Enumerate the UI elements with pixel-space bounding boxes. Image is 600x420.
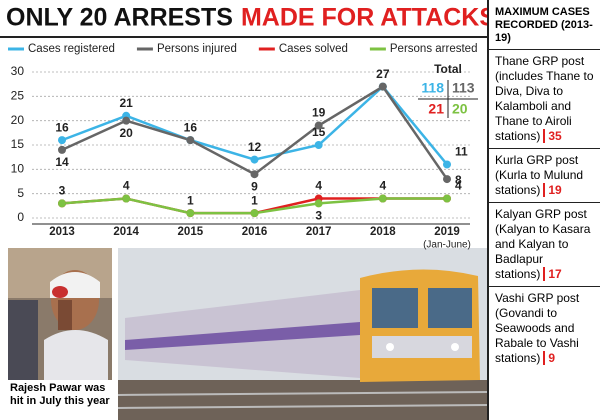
- total-value: 20: [452, 101, 468, 117]
- point: [58, 145, 66, 154]
- chart: ONLY 20 ARRESTS MADE FOR ATTACKS Cases r…: [0, 0, 487, 420]
- data-label: 16: [184, 120, 198, 134]
- data-label: 1: [187, 193, 194, 207]
- legend-label: Cases registered: [28, 43, 115, 55]
- data-label: 20: [119, 126, 133, 140]
- y-tick-label: 15: [11, 137, 25, 151]
- item-count: 17: [543, 267, 562, 281]
- totals-title: Total: [434, 62, 462, 76]
- data-label: 4: [123, 179, 130, 193]
- sidebar-item: Thane GRP post (includes Thane to Diva, …: [489, 50, 600, 149]
- sidebar-item: Kalyan GRP post (Kalyan to Kasara and Ka…: [489, 203, 600, 287]
- x-tick-label: 2015: [178, 226, 204, 238]
- point: [314, 199, 323, 208]
- data-label: 8: [455, 173, 462, 187]
- point: [58, 199, 66, 208]
- data-label: 4: [379, 179, 386, 193]
- point: [122, 194, 131, 203]
- data-label: 4: [315, 179, 322, 193]
- x-tick-label: 2019: [434, 226, 460, 238]
- point: [122, 116, 131, 125]
- x-tick-label: 2016: [242, 226, 268, 238]
- data-label: 3: [315, 209, 322, 223]
- y-tick-label: 5: [17, 186, 24, 200]
- title-band: [0, 0, 487, 36]
- point: [250, 155, 259, 164]
- point: [58, 136, 66, 145]
- item-count: 9: [543, 351, 556, 365]
- photo-caption: Rajesh Pawar was hit in July this year: [10, 382, 110, 407]
- train-photo: [117, 248, 487, 420]
- point: [186, 209, 195, 218]
- data-label: 1: [251, 193, 258, 207]
- y-tick-label: 25: [11, 89, 25, 103]
- item-count: 35: [543, 129, 562, 143]
- data-label: 12: [248, 140, 262, 154]
- data-label: 27: [376, 67, 390, 81]
- x-tick-label: 2017: [306, 226, 332, 238]
- x-tick-label: 2013: [49, 226, 75, 238]
- point: [378, 82, 387, 91]
- data-label: 14: [55, 155, 69, 169]
- data-label: 16: [55, 120, 69, 134]
- title-part: ONLY 20 ARRESTS: [6, 4, 233, 32]
- point: [443, 175, 451, 184]
- x-tick-label: 2014: [113, 226, 139, 238]
- x-tick-label: 2018: [370, 226, 396, 238]
- total-value: 21: [428, 101, 444, 117]
- data-label: 21: [119, 96, 133, 110]
- item-count: 19: [543, 183, 562, 197]
- item-text: Kalyan GRP post (Kalyan to Kasara and Ka…: [495, 207, 591, 281]
- y-tick-label: 30: [11, 64, 25, 78]
- item-text: Thane GRP post (includes Thane to Diva, …: [495, 54, 594, 143]
- sidebar-item: Vashi GRP post (Govandi to Seawoods and …: [489, 287, 600, 370]
- y-tick-label: 20: [11, 113, 25, 127]
- y-tick-label: 10: [11, 162, 25, 176]
- sidebar-items: Thane GRP post (includes Thane to Diva, …: [489, 50, 600, 370]
- y-tick-label: 0: [17, 210, 24, 224]
- data-label: 4: [455, 179, 462, 193]
- data-label: 11: [455, 145, 468, 159]
- sidebar-heading: MAXIMUM CASES RECORDED (2013-19): [489, 0, 600, 50]
- point: [314, 141, 323, 149]
- sidebar-item: Kurla GRP post (Kurla to Mulund stations…: [489, 149, 600, 203]
- photo: [8, 248, 112, 380]
- x-note: (Jan-June): [423, 240, 471, 251]
- legend-label: Persons injured: [157, 43, 237, 55]
- point: [443, 160, 451, 169]
- data-label: 15: [312, 125, 326, 139]
- point: [378, 194, 387, 203]
- data-label: 9: [251, 179, 258, 193]
- total-value: 113: [452, 80, 475, 96]
- item-text: Vashi GRP post (Govandi to Seawoods and …: [495, 291, 580, 365]
- legend-label: Cases solved: [279, 43, 348, 55]
- item-text: Kurla GRP post (Kurla to Mulund stations…: [495, 153, 584, 197]
- data-label: 3: [59, 184, 66, 198]
- legend-label: Persons arrested: [390, 43, 478, 55]
- point: [314, 121, 323, 130]
- point: [250, 170, 259, 179]
- total-value: 118: [421, 80, 444, 96]
- point: [250, 209, 259, 218]
- sidebar: MAXIMUM CASES RECORDED (2013-19) Thane G…: [487, 0, 600, 420]
- data-label: 19: [312, 106, 326, 120]
- point: [186, 136, 195, 145]
- point: [443, 194, 451, 203]
- title-part: MADE FOR ATTACKS: [241, 4, 487, 32]
